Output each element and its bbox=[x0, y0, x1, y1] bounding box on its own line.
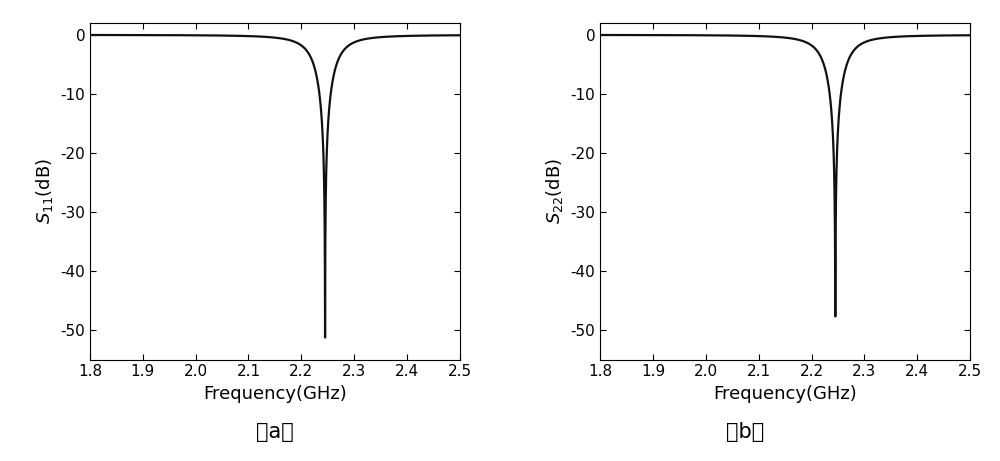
Text: （b）: （b） bbox=[726, 422, 764, 442]
X-axis label: Frequency(GHz): Frequency(GHz) bbox=[713, 385, 857, 403]
Y-axis label: $S_{11}$(dB): $S_{11}$(dB) bbox=[34, 158, 55, 225]
Y-axis label: $S_{22}$(dB): $S_{22}$(dB) bbox=[544, 158, 565, 225]
Text: （a）: （a） bbox=[256, 422, 294, 442]
X-axis label: Frequency(GHz): Frequency(GHz) bbox=[203, 385, 347, 403]
